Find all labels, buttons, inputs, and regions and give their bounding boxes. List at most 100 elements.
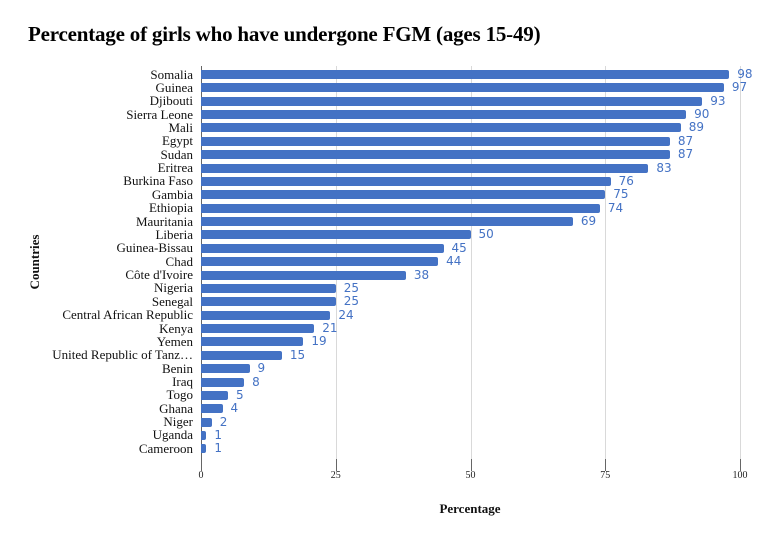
value-label: 83: [656, 160, 672, 175]
x-tick-label: 0: [198, 470, 204, 481]
value-label: 1: [214, 427, 223, 442]
bar[interactable]: [201, 217, 573, 227]
gridline: [605, 66, 607, 459]
category-label: Togo: [166, 387, 193, 403]
bar[interactable]: [201, 96, 703, 106]
bar[interactable]: [201, 444, 207, 454]
bar[interactable]: [201, 364, 250, 374]
x-tick-mark: [335, 459, 337, 471]
value-label: 8: [252, 374, 260, 389]
value-label: 45: [451, 240, 467, 255]
value-label: 44: [446, 254, 462, 269]
category-label: Ethiopia: [148, 200, 193, 216]
category-label: Sierra Leone: [126, 106, 193, 122]
bar[interactable]: [201, 324, 315, 334]
bar[interactable]: [201, 123, 681, 133]
category-label: Guinea-Bissau: [116, 240, 193, 256]
bar[interactable]: [201, 257, 439, 267]
category-label: Nigeria: [154, 280, 193, 296]
bar[interactable]: [201, 297, 336, 307]
category-label: Mauritania: [135, 213, 193, 229]
category-label: Eritrea: [157, 160, 193, 176]
bar[interactable]: [201, 83, 724, 93]
bar[interactable]: [201, 70, 730, 79]
bar[interactable]: [201, 150, 670, 160]
bar[interactable]: [201, 310, 331, 320]
bar[interactable]: [201, 350, 282, 360]
value-label: 9: [257, 361, 266, 376]
chart-title: Percentage of girls who have undergone F…: [28, 22, 541, 46]
category-label: Iraq: [172, 374, 193, 389]
category-label: Senegal: [151, 293, 193, 309]
value-label: 25: [343, 280, 360, 295]
value-label: 50: [478, 227, 494, 242]
x-tick-label: 75: [600, 470, 611, 481]
bar[interactable]: [201, 243, 444, 253]
bar[interactable]: [201, 163, 649, 173]
category-label: United Republic of Tanz…: [52, 347, 193, 363]
value-label: 1: [214, 441, 223, 456]
value-label: 15: [289, 347, 306, 362]
category-label: Guinea: [155, 79, 193, 95]
value-label: 90: [694, 107, 710, 122]
x-tick-mark: [470, 459, 472, 471]
gridline: [470, 66, 472, 459]
bar[interactable]: [201, 176, 611, 186]
x-tick-label: 25: [330, 470, 341, 481]
x-axis-title: Percentage: [439, 501, 501, 516]
value-label: 24: [338, 307, 354, 322]
y-axis-title: Countries: [27, 234, 42, 290]
category-label: Yemen: [156, 333, 193, 349]
value-label: 38: [413, 267, 430, 282]
gridline: [740, 66, 741, 459]
value-label: 19: [311, 334, 327, 349]
category-label: Benin: [161, 360, 193, 376]
category-label: Somalia: [150, 66, 193, 82]
bar[interactable]: [201, 136, 670, 146]
value-label: 98: [737, 67, 753, 81]
bar[interactable]: [201, 203, 600, 213]
category-label: Côte d'Ivoire: [125, 267, 193, 283]
value-label: 25: [343, 294, 360, 309]
category-label: Ghana: [159, 400, 193, 416]
bar[interactable]: [201, 404, 223, 414]
category-label: Djibouti: [149, 93, 193, 109]
bar[interactable]: [201, 377, 245, 387]
value-label: 74: [607, 200, 624, 215]
bar[interactable]: [201, 110, 687, 120]
x-tick-mark: [740, 459, 741, 471]
value-label: 89: [688, 120, 704, 135]
x-tick-label: 100: [732, 470, 748, 481]
bar[interactable]: [201, 190, 606, 200]
category-label: Gambia: [151, 186, 193, 202]
value-label: 4: [230, 401, 239, 416]
bar[interactable]: [201, 270, 406, 280]
value-label: 93: [710, 93, 726, 108]
category-label: Kenya: [159, 320, 193, 336]
bar[interactable]: [201, 390, 228, 400]
category-label: Chad: [165, 253, 193, 269]
x-tick-label: 50: [465, 470, 476, 481]
value-label: 87: [677, 133, 694, 148]
bar[interactable]: [201, 417, 212, 427]
bar[interactable]: [201, 337, 304, 347]
category-label: Egypt: [161, 133, 193, 149]
value-label: 75: [613, 187, 629, 202]
category-label: Sudan: [160, 146, 194, 162]
x-tick-mark: [605, 459, 607, 471]
value-label: 2: [219, 414, 228, 429]
value-label: 5: [235, 387, 244, 402]
category-label: Burkina Faso: [123, 173, 193, 189]
bar[interactable]: [201, 230, 471, 240]
category-label: Uganda: [152, 427, 193, 443]
value-label: 21: [322, 321, 338, 336]
category-label: Central African Republic: [62, 307, 193, 323]
category-label: Liberia: [155, 226, 193, 242]
bar[interactable]: [201, 283, 336, 293]
value-label: 76: [618, 173, 634, 188]
value-label: 97: [731, 80, 748, 95]
category-label: Cameroon: [138, 440, 193, 456]
category-label: Mali: [168, 119, 193, 135]
bar[interactable]: [201, 430, 207, 440]
value-label: 87: [677, 147, 694, 162]
